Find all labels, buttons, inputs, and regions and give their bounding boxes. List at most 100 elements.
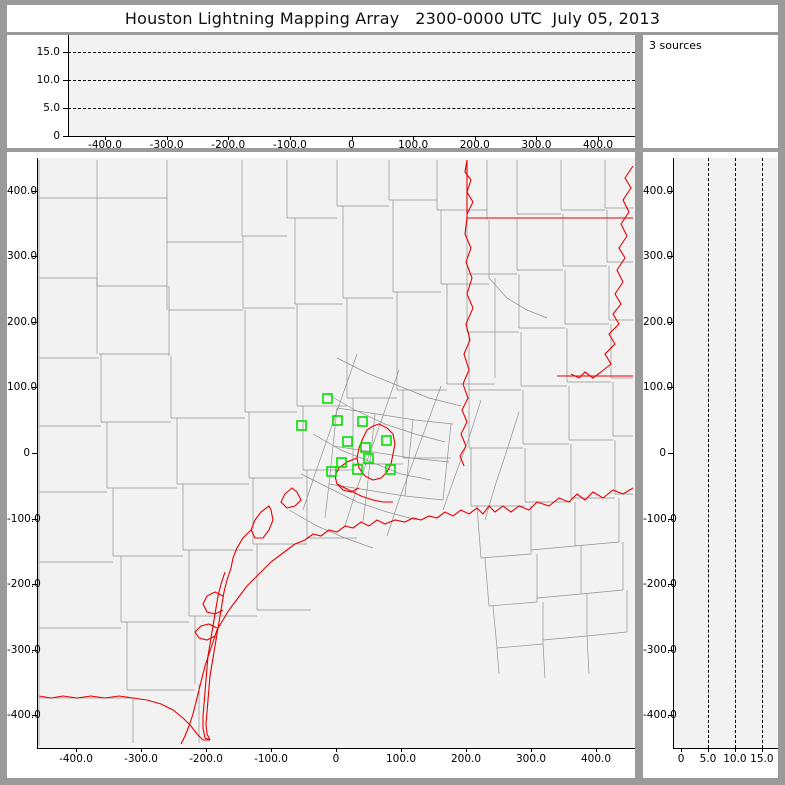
y-tick [668,321,673,323]
y-tick [32,715,37,717]
state-boundary-lines [464,159,633,377]
x-tick-label: -200.0 [189,753,223,765]
y-axis-line [37,158,38,748]
x-tick [598,136,600,140]
source-count-label: 3 sources [649,39,702,52]
y-tick-label: 15.0 [36,45,60,58]
y-tick [32,190,37,192]
x-tick-label: 0 [677,753,685,765]
x-tick-label: -100.0 [254,753,288,765]
page-title: Houston Lightning Mapping Array 2300-000… [124,9,661,28]
x-tick-label: -100.0 [272,139,307,151]
x-tick [734,748,736,752]
y-tick-label: 0 [23,447,30,459]
x-tick-label: 0 [348,139,355,151]
x-tick [351,136,353,140]
x-tick [271,748,272,752]
y-tick-label: 0 [53,130,60,142]
y-tick [668,649,673,651]
x-tick-label: 100.0 [398,139,429,151]
map-graphic [38,159,634,746]
y-tick [63,79,68,81]
grid-line [734,158,736,748]
map-plot-area[interactable] [37,158,635,748]
y-tick-label: -200.0 [7,578,41,591]
x-tick-label: -200.0 [211,139,246,151]
y-axis-line [673,158,674,748]
x-axis-line [673,748,778,749]
time-altitude-panel[interactable]: 0 5.0 10.0 15.0 -400.0 -300.0 -200.0 -100.0 0 100… [7,35,635,151]
x-tick [708,748,709,752]
altitude-vs-y-panel[interactable]: -400.0 -300.0 -200.0 -100.0 0 100.0 200.0 300.0… [643,152,778,778]
x-tick [336,748,337,752]
y-tick [32,387,37,389]
y-tick [668,518,673,520]
x-tick-label: 400.0 [582,139,614,151]
x-tick-label: 10.0 [723,753,747,765]
y-tick-label: -300.0 [643,643,677,656]
y-tick-label: 10.0 [36,73,60,86]
x-tick [141,748,142,752]
y-tick-label: 0 [659,447,666,459]
lma-station-markers[interactable] [296,393,396,477]
y-tick-label: 100.0 [7,381,38,394]
y-tick [668,387,673,389]
x-tick-label: 5.0 [699,753,717,765]
x-tick [413,136,415,140]
x-tick-label: -400.0 [88,139,122,151]
y-tick [668,453,673,454]
y-tick-label: 300.0 [7,250,38,263]
x-tick [531,748,532,752]
coastline-and-rivers [38,165,634,745]
y-tick [63,51,68,53]
x-tick [76,748,77,752]
altitude-vs-y-plot-area[interactable] [673,158,778,748]
x-tick [289,136,291,140]
y-tick-label: 100.0 [643,381,674,394]
y-tick [668,256,673,258]
x-tick [206,748,207,752]
y-tick-label: 400.0 [7,184,38,197]
grid-line [761,158,763,748]
grid-line [68,107,635,109]
title-bar: Houston Lightning Mapping Array 2300-000… [7,5,778,32]
y-tick-label: 300.0 [643,250,674,263]
x-tick [466,748,467,752]
y-tick [32,256,37,258]
x-tick [681,748,683,752]
sources-panel: 3 sources [643,35,778,148]
y-tick [32,453,37,454]
y-tick [668,715,673,717]
x-tick [536,136,538,140]
x-tick-label: -300.0 [124,753,158,765]
y-tick [63,107,68,109]
x-tick-label: -300.0 [149,139,184,151]
x-tick [166,136,168,140]
x-tick-label: 100.0 [385,753,417,765]
y-tick [32,584,37,586]
x-tick [761,748,763,752]
y-tick-label: 200.0 [7,315,38,328]
y-tick [32,518,37,520]
x-tick [401,748,402,752]
y-axis-line [68,35,69,136]
y-tick-label: -100.0 [7,512,41,525]
x-tick-label: 0 [332,753,340,765]
x-tick-label: -400.0 [59,753,93,765]
y-tick-label: -200.0 [643,578,677,591]
x-tick [596,748,597,752]
grid-line [68,79,635,81]
y-tick-label: 5.0 [43,101,60,114]
plan-view-map-panel[interactable]: -400.0 -300.0 -200.0 -100.0 0 100.0 200.0 300.0… [7,152,635,778]
y-tick-label: -300.0 [7,643,41,656]
x-tick-label: 400.0 [580,753,612,765]
county-boundaries [38,160,633,746]
y-tick-label: -100.0 [643,512,677,525]
y-tick [32,321,37,323]
grid-line [68,51,635,53]
time-altitude-plot-area[interactable] [68,35,635,136]
x-tick [474,136,476,140]
y-tick-label: -400.0 [643,709,677,722]
x-tick-label: 300.0 [515,753,547,765]
